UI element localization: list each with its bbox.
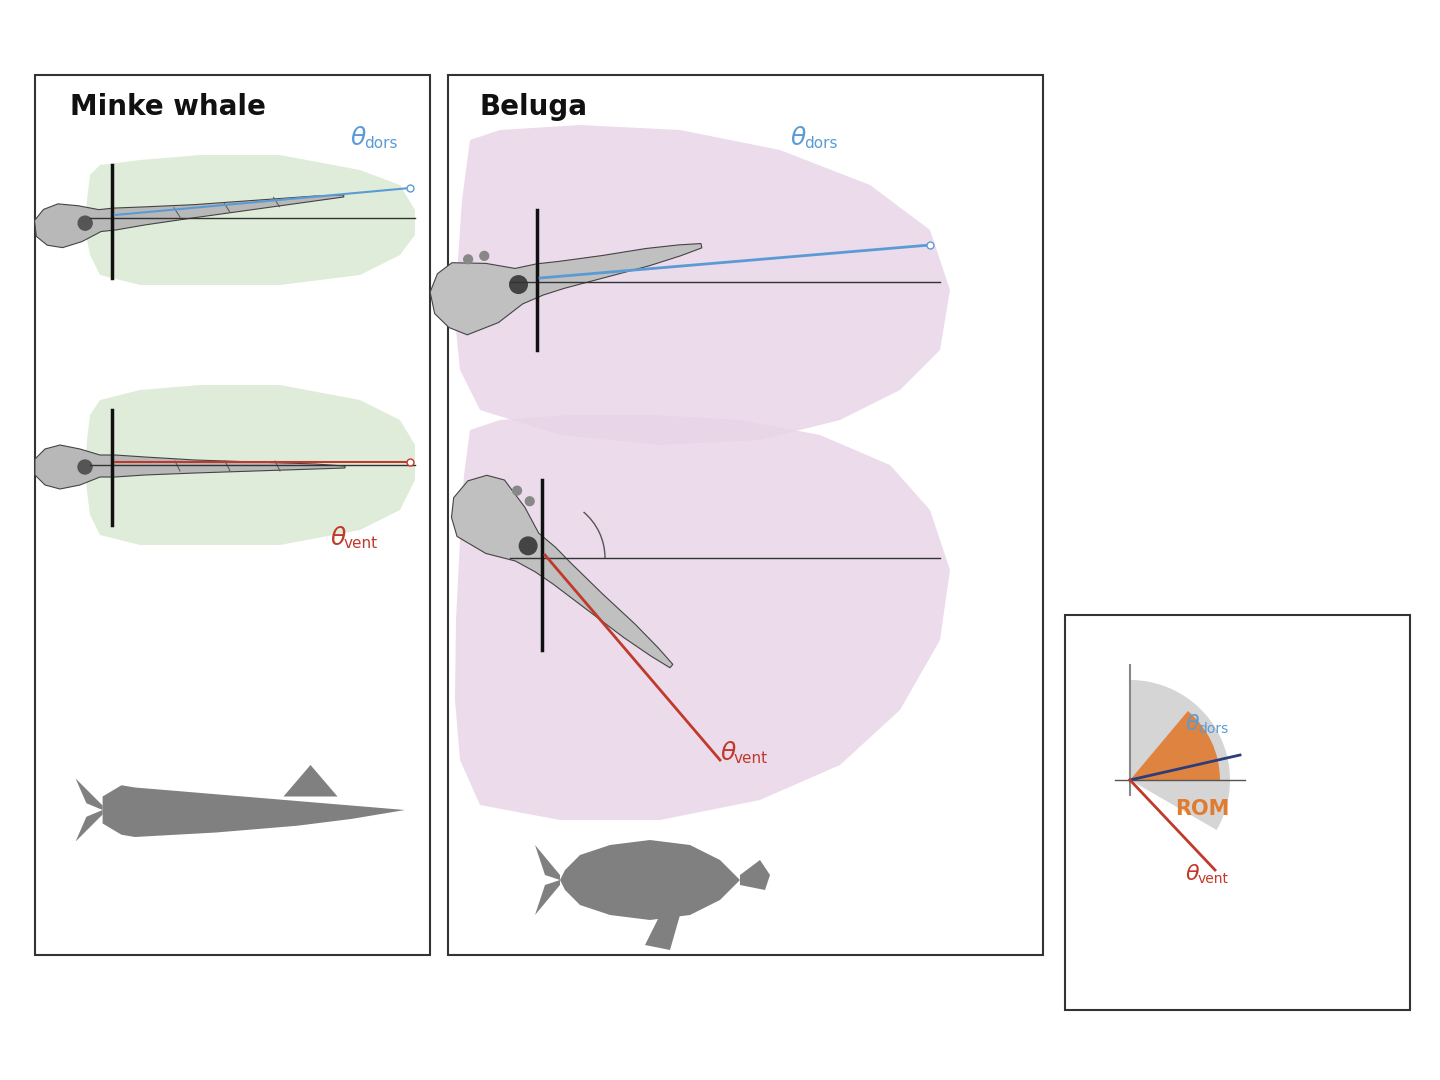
Circle shape	[480, 252, 488, 260]
Text: Beluga: Beluga	[480, 93, 588, 121]
Polygon shape	[740, 860, 770, 890]
Text: ROM: ROM	[1175, 799, 1230, 819]
Polygon shape	[35, 445, 346, 489]
Polygon shape	[35, 195, 344, 247]
Polygon shape	[645, 915, 680, 950]
Polygon shape	[85, 156, 415, 285]
Text: $\theta$: $\theta$	[791, 126, 806, 150]
Polygon shape	[75, 779, 102, 841]
Text: $\theta$: $\theta$	[1185, 864, 1200, 885]
Circle shape	[78, 460, 92, 474]
Polygon shape	[455, 415, 950, 820]
Circle shape	[513, 486, 521, 495]
Circle shape	[526, 497, 534, 505]
Text: $\theta$: $\theta$	[1185, 714, 1200, 734]
Text: vent: vent	[1198, 872, 1228, 886]
Circle shape	[464, 255, 472, 264]
Polygon shape	[455, 125, 950, 445]
FancyBboxPatch shape	[1066, 615, 1410, 1010]
Text: $\theta$: $\theta$	[350, 126, 367, 150]
Polygon shape	[536, 845, 560, 915]
Circle shape	[78, 216, 92, 230]
Text: dors: dors	[364, 136, 397, 151]
Wedge shape	[1130, 680, 1230, 831]
Polygon shape	[560, 840, 740, 920]
FancyBboxPatch shape	[35, 75, 431, 955]
Text: dors: dors	[804, 136, 838, 151]
Circle shape	[520, 537, 537, 555]
Text: $\theta$: $\theta$	[720, 741, 737, 765]
Text: $\theta$: $\theta$	[330, 526, 347, 550]
Polygon shape	[452, 475, 672, 667]
Polygon shape	[284, 765, 337, 797]
Text: dors: dors	[1198, 723, 1228, 735]
Polygon shape	[431, 244, 701, 335]
Polygon shape	[102, 785, 405, 837]
Text: Minke whale: Minke whale	[71, 93, 266, 121]
FancyBboxPatch shape	[448, 75, 1043, 955]
Wedge shape	[1130, 711, 1220, 780]
Circle shape	[510, 275, 527, 294]
Text: vent: vent	[344, 536, 379, 551]
Text: vent: vent	[734, 751, 768, 766]
Polygon shape	[85, 384, 415, 545]
